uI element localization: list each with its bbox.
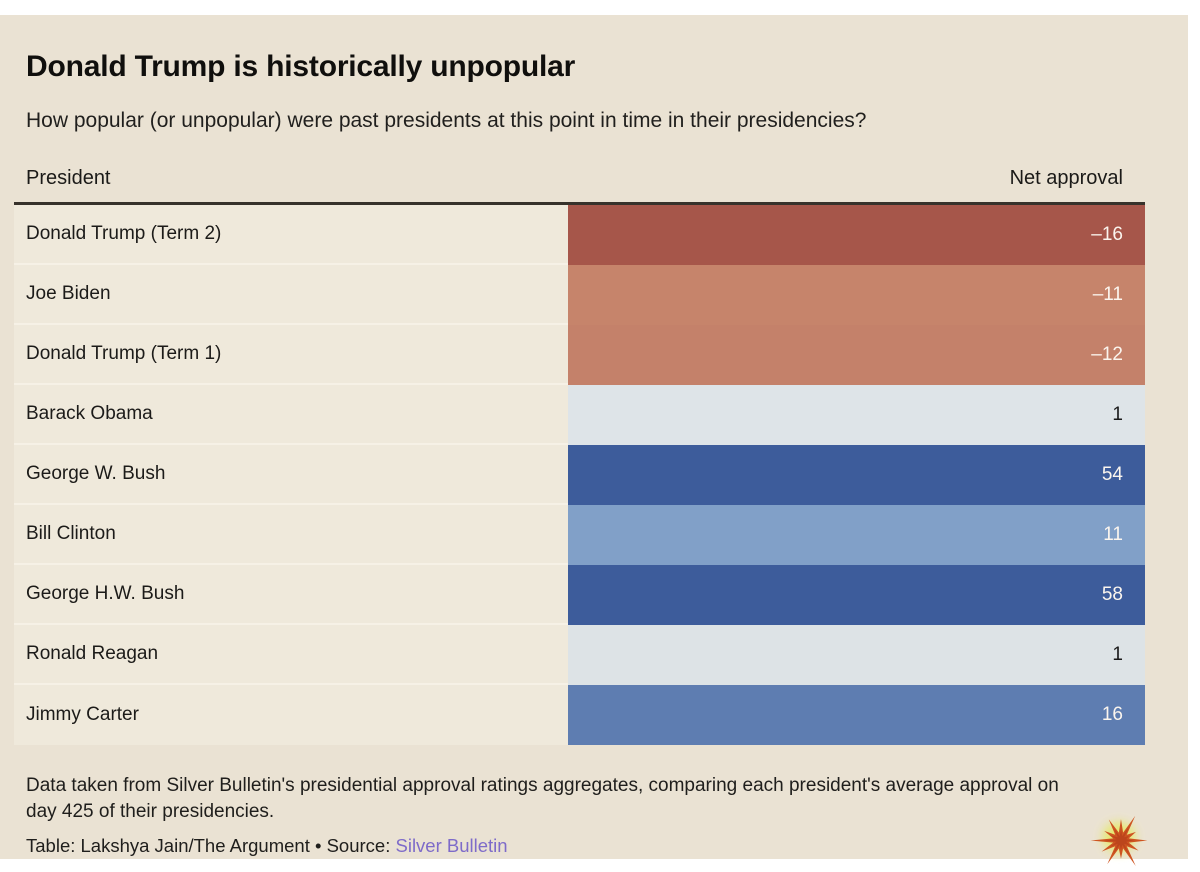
president-name-cell: George H.W. Bush (14, 564, 568, 625)
president-name-cell: Jimmy Carter (14, 684, 568, 745)
net-approval-cell: 16 (568, 684, 1145, 745)
net-approval-cell: –12 (568, 324, 1145, 385)
data-note: Data taken from Silver Bulletin's presid… (26, 774, 1059, 823)
table-row: Jimmy Carter 16 (14, 684, 1145, 745)
president-name-cell: Donald Trump (Term 1) (14, 324, 568, 385)
credit-prefix: Table: Lakshya Jain/The Argument • Sourc… (26, 835, 396, 857)
table-row: George H.W. Bush 58 (14, 564, 1145, 625)
credit-line: Table: Lakshya Jain/The Argument • Sourc… (26, 835, 1162, 857)
president-name-cell: Donald Trump (Term 2) (14, 204, 568, 265)
starburst-logo-icon (1090, 815, 1148, 867)
president-name-cell: Ronald Reagan (14, 624, 568, 685)
net-approval-cell: 54 (568, 444, 1145, 505)
header-rule (14, 201, 1145, 205)
table-row: George W. Bush 54 (14, 444, 1145, 505)
net-approval-cell: –16 (568, 204, 1145, 265)
approval-table-card: Donald Trump is historically unpopular H… (0, 15, 1188, 867)
president-name-cell: George W. Bush (14, 444, 568, 505)
net-approval-cell: 11 (568, 504, 1145, 565)
table-header-row: President Net approval (14, 167, 1145, 202)
source-link[interactable]: Silver Bulletin (395, 835, 508, 857)
president-name-cell: Joe Biden (14, 264, 568, 325)
table-row: Donald Trump (Term 1) –12 (14, 324, 1145, 385)
page-subtitle: How popular (or unpopular) were past pre… (26, 108, 867, 132)
table-row: Donald Trump (Term 2) –16 (14, 204, 1145, 265)
president-name-cell: Barack Obama (14, 384, 568, 445)
column-header-president: President (26, 166, 111, 189)
table-row: Bill Clinton 11 (14, 504, 1145, 565)
column-header-net-approval: Net approval (1009, 166, 1123, 189)
table-row: Joe Biden –11 (14, 264, 1145, 325)
net-approval-cell: 58 (568, 564, 1145, 625)
net-approval-cell: 1 (568, 384, 1145, 445)
table-row: Ronald Reagan 1 (14, 624, 1145, 685)
net-approval-cell: 1 (568, 624, 1145, 685)
page-title: Donald Trump is historically unpopular (26, 50, 576, 83)
table-row: Barack Obama 1 (14, 384, 1145, 445)
net-approval-cell: –11 (568, 264, 1145, 325)
president-name-cell: Bill Clinton (14, 504, 568, 565)
net-approval-table: President Net approval Donald Trump (Ter… (14, 167, 1145, 745)
